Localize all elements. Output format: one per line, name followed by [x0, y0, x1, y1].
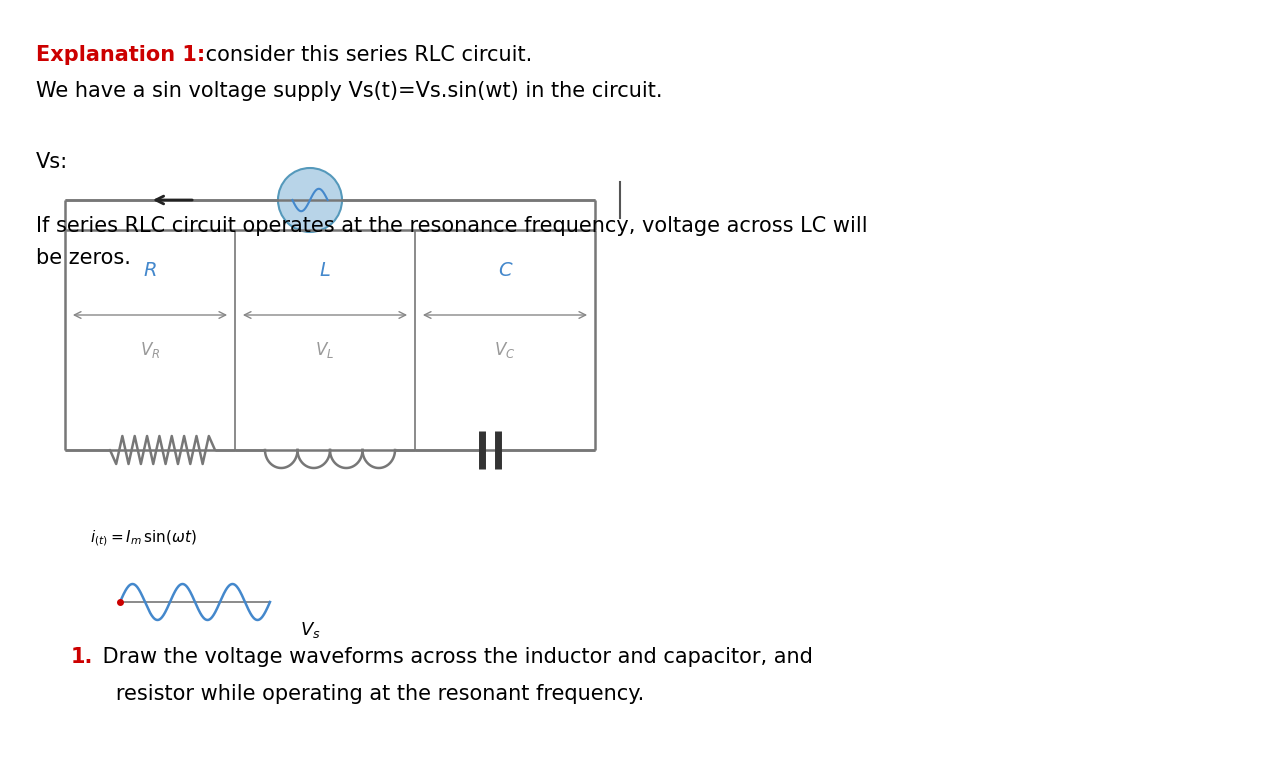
Text: R: R [144, 261, 157, 280]
Text: $V_C$: $V_C$ [494, 340, 516, 360]
Text: 1.: 1. [71, 647, 92, 667]
Text: resistor while operating at the resonant frequency.: resistor while operating at the resonant… [96, 684, 644, 704]
Text: $V_R$: $V_R$ [140, 340, 160, 360]
Circle shape [278, 168, 343, 232]
Text: be zeros.: be zeros. [36, 248, 131, 268]
Text: $V_s$: $V_s$ [300, 620, 321, 640]
Text: Explanation 1:: Explanation 1: [36, 45, 205, 65]
Text: $V_L$: $V_L$ [316, 340, 335, 360]
Text: We have a sin voltage supply Vs(t)=Vs.sin(wt) in the circuit.: We have a sin voltage supply Vs(t)=Vs.si… [36, 81, 662, 101]
Text: Vs:: Vs: [36, 152, 68, 172]
Text: consider this series RLC circuit.: consider this series RLC circuit. [199, 45, 532, 65]
Text: If series RLC circuit operates at the resonance frequency, voltage across LC wil: If series RLC circuit operates at the re… [36, 216, 867, 236]
Text: L: L [319, 261, 331, 280]
Text: C: C [498, 261, 512, 280]
Text: $i_{(t)} = I_m\,\mathrm{sin}(\omega t)$: $i_{(t)} = I_m\,\mathrm{sin}(\omega t)$ [90, 528, 196, 548]
Text: Draw the voltage waveforms across the inductor and capacitor, and: Draw the voltage waveforms across the in… [96, 647, 813, 667]
